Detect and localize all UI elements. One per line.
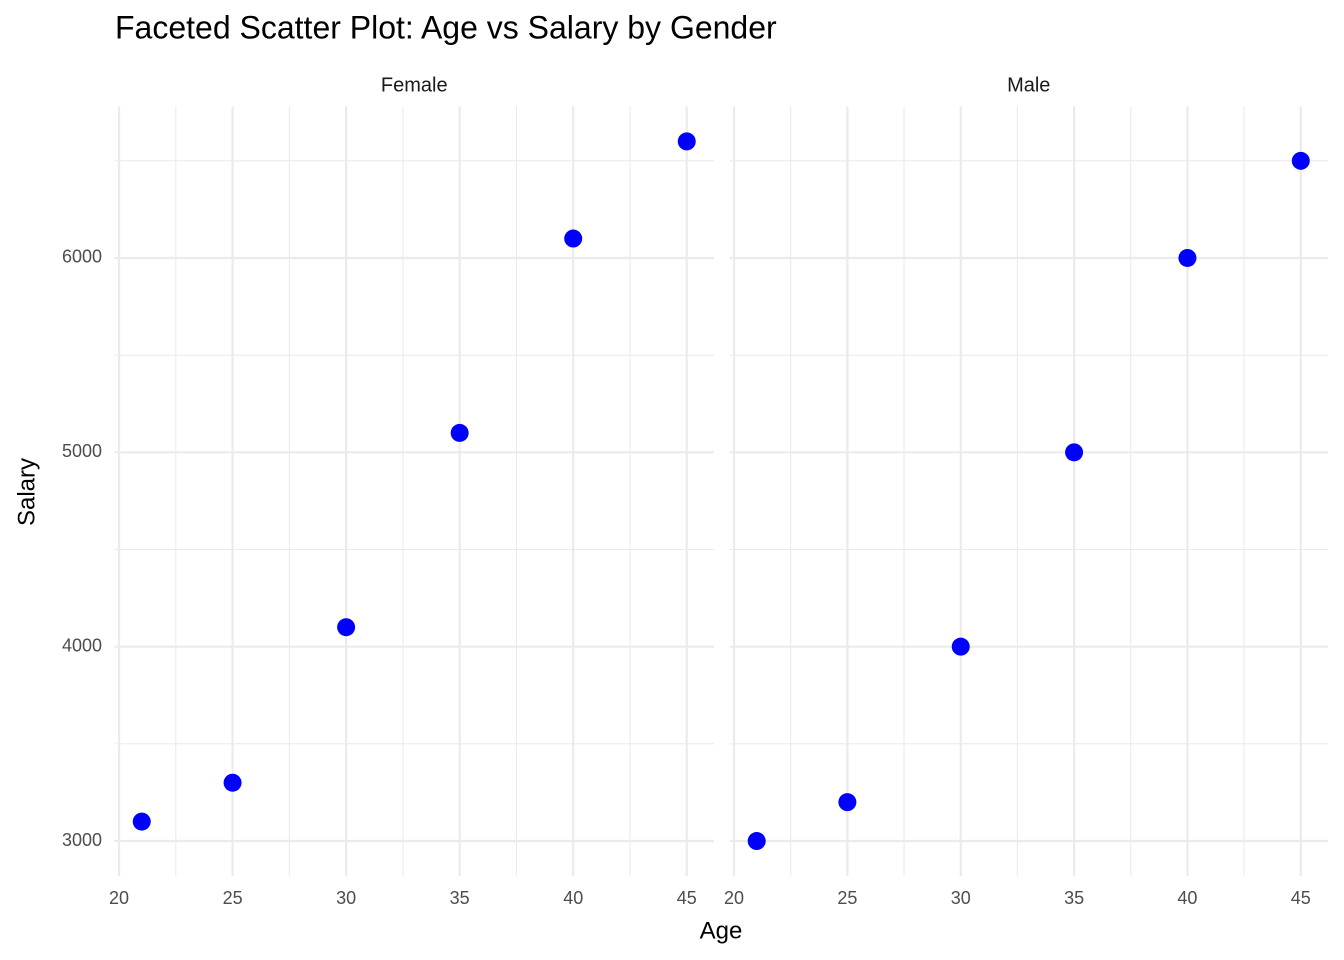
x-tick-label: 45	[1291, 888, 1311, 908]
x-tick-label: 40	[1177, 888, 1197, 908]
x-tick-label: 30	[951, 888, 971, 908]
point	[450, 423, 469, 442]
point	[1065, 443, 1084, 462]
x-tick-label: 40	[563, 888, 583, 908]
x-tick-label: 25	[223, 888, 243, 908]
x-tick-label: 25	[837, 888, 857, 908]
point	[951, 637, 970, 656]
facet-label: Male	[1007, 74, 1050, 96]
point	[1178, 248, 1197, 267]
point	[132, 812, 151, 831]
y-tick-label: 5000	[62, 441, 102, 461]
point	[564, 229, 583, 248]
chart-title: Faceted Scatter Plot: Age vs Salary by G…	[115, 9, 777, 45]
y-axis-label: Salary	[13, 458, 40, 526]
point	[677, 132, 696, 151]
facet-label: Female	[381, 74, 448, 96]
point	[747, 832, 766, 851]
y-tick-label: 6000	[62, 247, 102, 267]
point	[838, 793, 857, 812]
point	[337, 618, 356, 637]
x-tick-label: 35	[450, 888, 470, 908]
y-tick-label: 4000	[62, 635, 102, 655]
y-tick-label: 3000	[62, 830, 102, 850]
point	[223, 773, 242, 792]
x-tick-label: 30	[336, 888, 356, 908]
x-tick-label: 20	[109, 888, 129, 908]
x-tick-label: 20	[724, 888, 744, 908]
x-tick-label: 35	[1064, 888, 1084, 908]
x-axis-label: Age	[700, 917, 743, 944]
x-tick-label: 45	[677, 888, 697, 908]
point	[1291, 151, 1310, 170]
